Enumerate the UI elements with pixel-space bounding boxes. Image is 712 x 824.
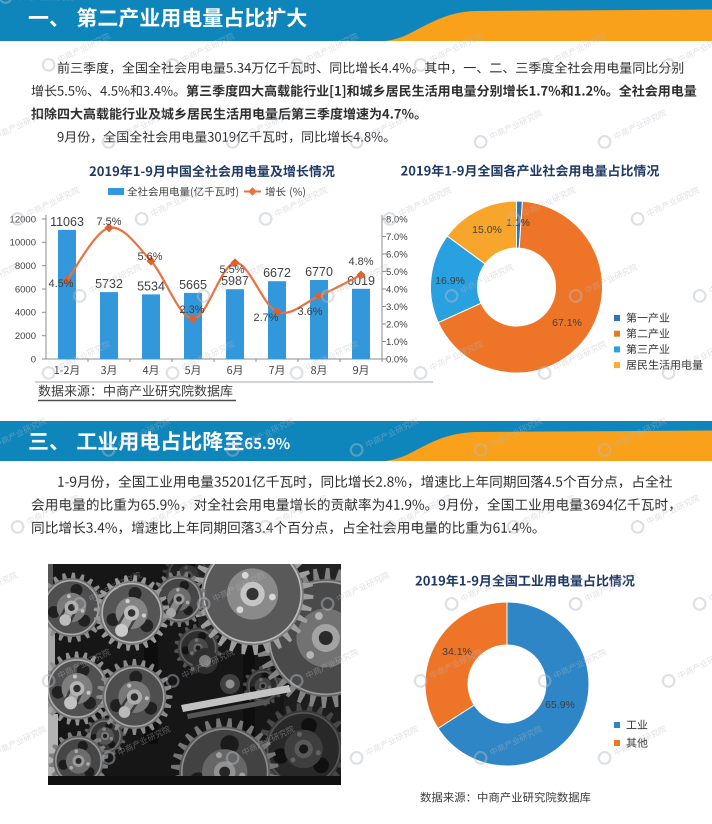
svg-text:0.0%: 0.0% — [386, 354, 408, 365]
svg-text:0: 0 — [31, 354, 36, 365]
svg-text:4000: 4000 — [15, 308, 36, 319]
svg-text:16.9%: 16.9% — [435, 275, 465, 287]
svg-text:6.0%: 6.0% — [386, 249, 408, 260]
svg-text:34.1%: 34.1% — [442, 646, 472, 658]
svg-text:2.3%: 2.3% — [179, 304, 204, 316]
svg-text:6770: 6770 — [305, 265, 333, 279]
svg-text:5.0%: 5.0% — [386, 267, 408, 278]
svg-text:11063: 11063 — [50, 215, 84, 229]
svg-text:5987: 5987 — [221, 274, 249, 288]
svg-text:7.0%: 7.0% — [386, 232, 408, 243]
svg-text:6000: 6000 — [15, 284, 36, 295]
svg-text:8000: 8000 — [15, 261, 36, 272]
svg-text:2.0%: 2.0% — [386, 319, 408, 330]
svg-text:65.9%: 65.9% — [545, 699, 575, 711]
svg-text:15.0%: 15.0% — [472, 224, 502, 236]
svg-text:8.0%: 8.0% — [386, 214, 408, 225]
svg-text:3.6%: 3.6% — [297, 306, 322, 318]
svg-text:4.5%: 4.5% — [48, 278, 73, 290]
svg-text:5.6%: 5.6% — [137, 251, 162, 263]
svg-text:2000: 2000 — [15, 331, 36, 342]
svg-text:6672: 6672 — [263, 266, 291, 280]
svg-text:4.0%: 4.0% — [386, 284, 408, 295]
svg-text:2.7%: 2.7% — [253, 312, 278, 324]
svg-text:5534: 5534 — [137, 279, 165, 293]
svg-text:1.0%: 1.0% — [386, 337, 408, 348]
svg-text:3.0%: 3.0% — [386, 302, 408, 313]
svg-text:67.1%: 67.1% — [552, 317, 582, 329]
svg-text:10000: 10000 — [10, 238, 36, 249]
svg-text:5665: 5665 — [179, 278, 207, 292]
svg-text:5732: 5732 — [95, 277, 123, 291]
svg-text:7.5%: 7.5% — [96, 216, 121, 228]
svg-text:5.5%: 5.5% — [219, 264, 244, 276]
svg-text:4.8%: 4.8% — [348, 256, 373, 268]
